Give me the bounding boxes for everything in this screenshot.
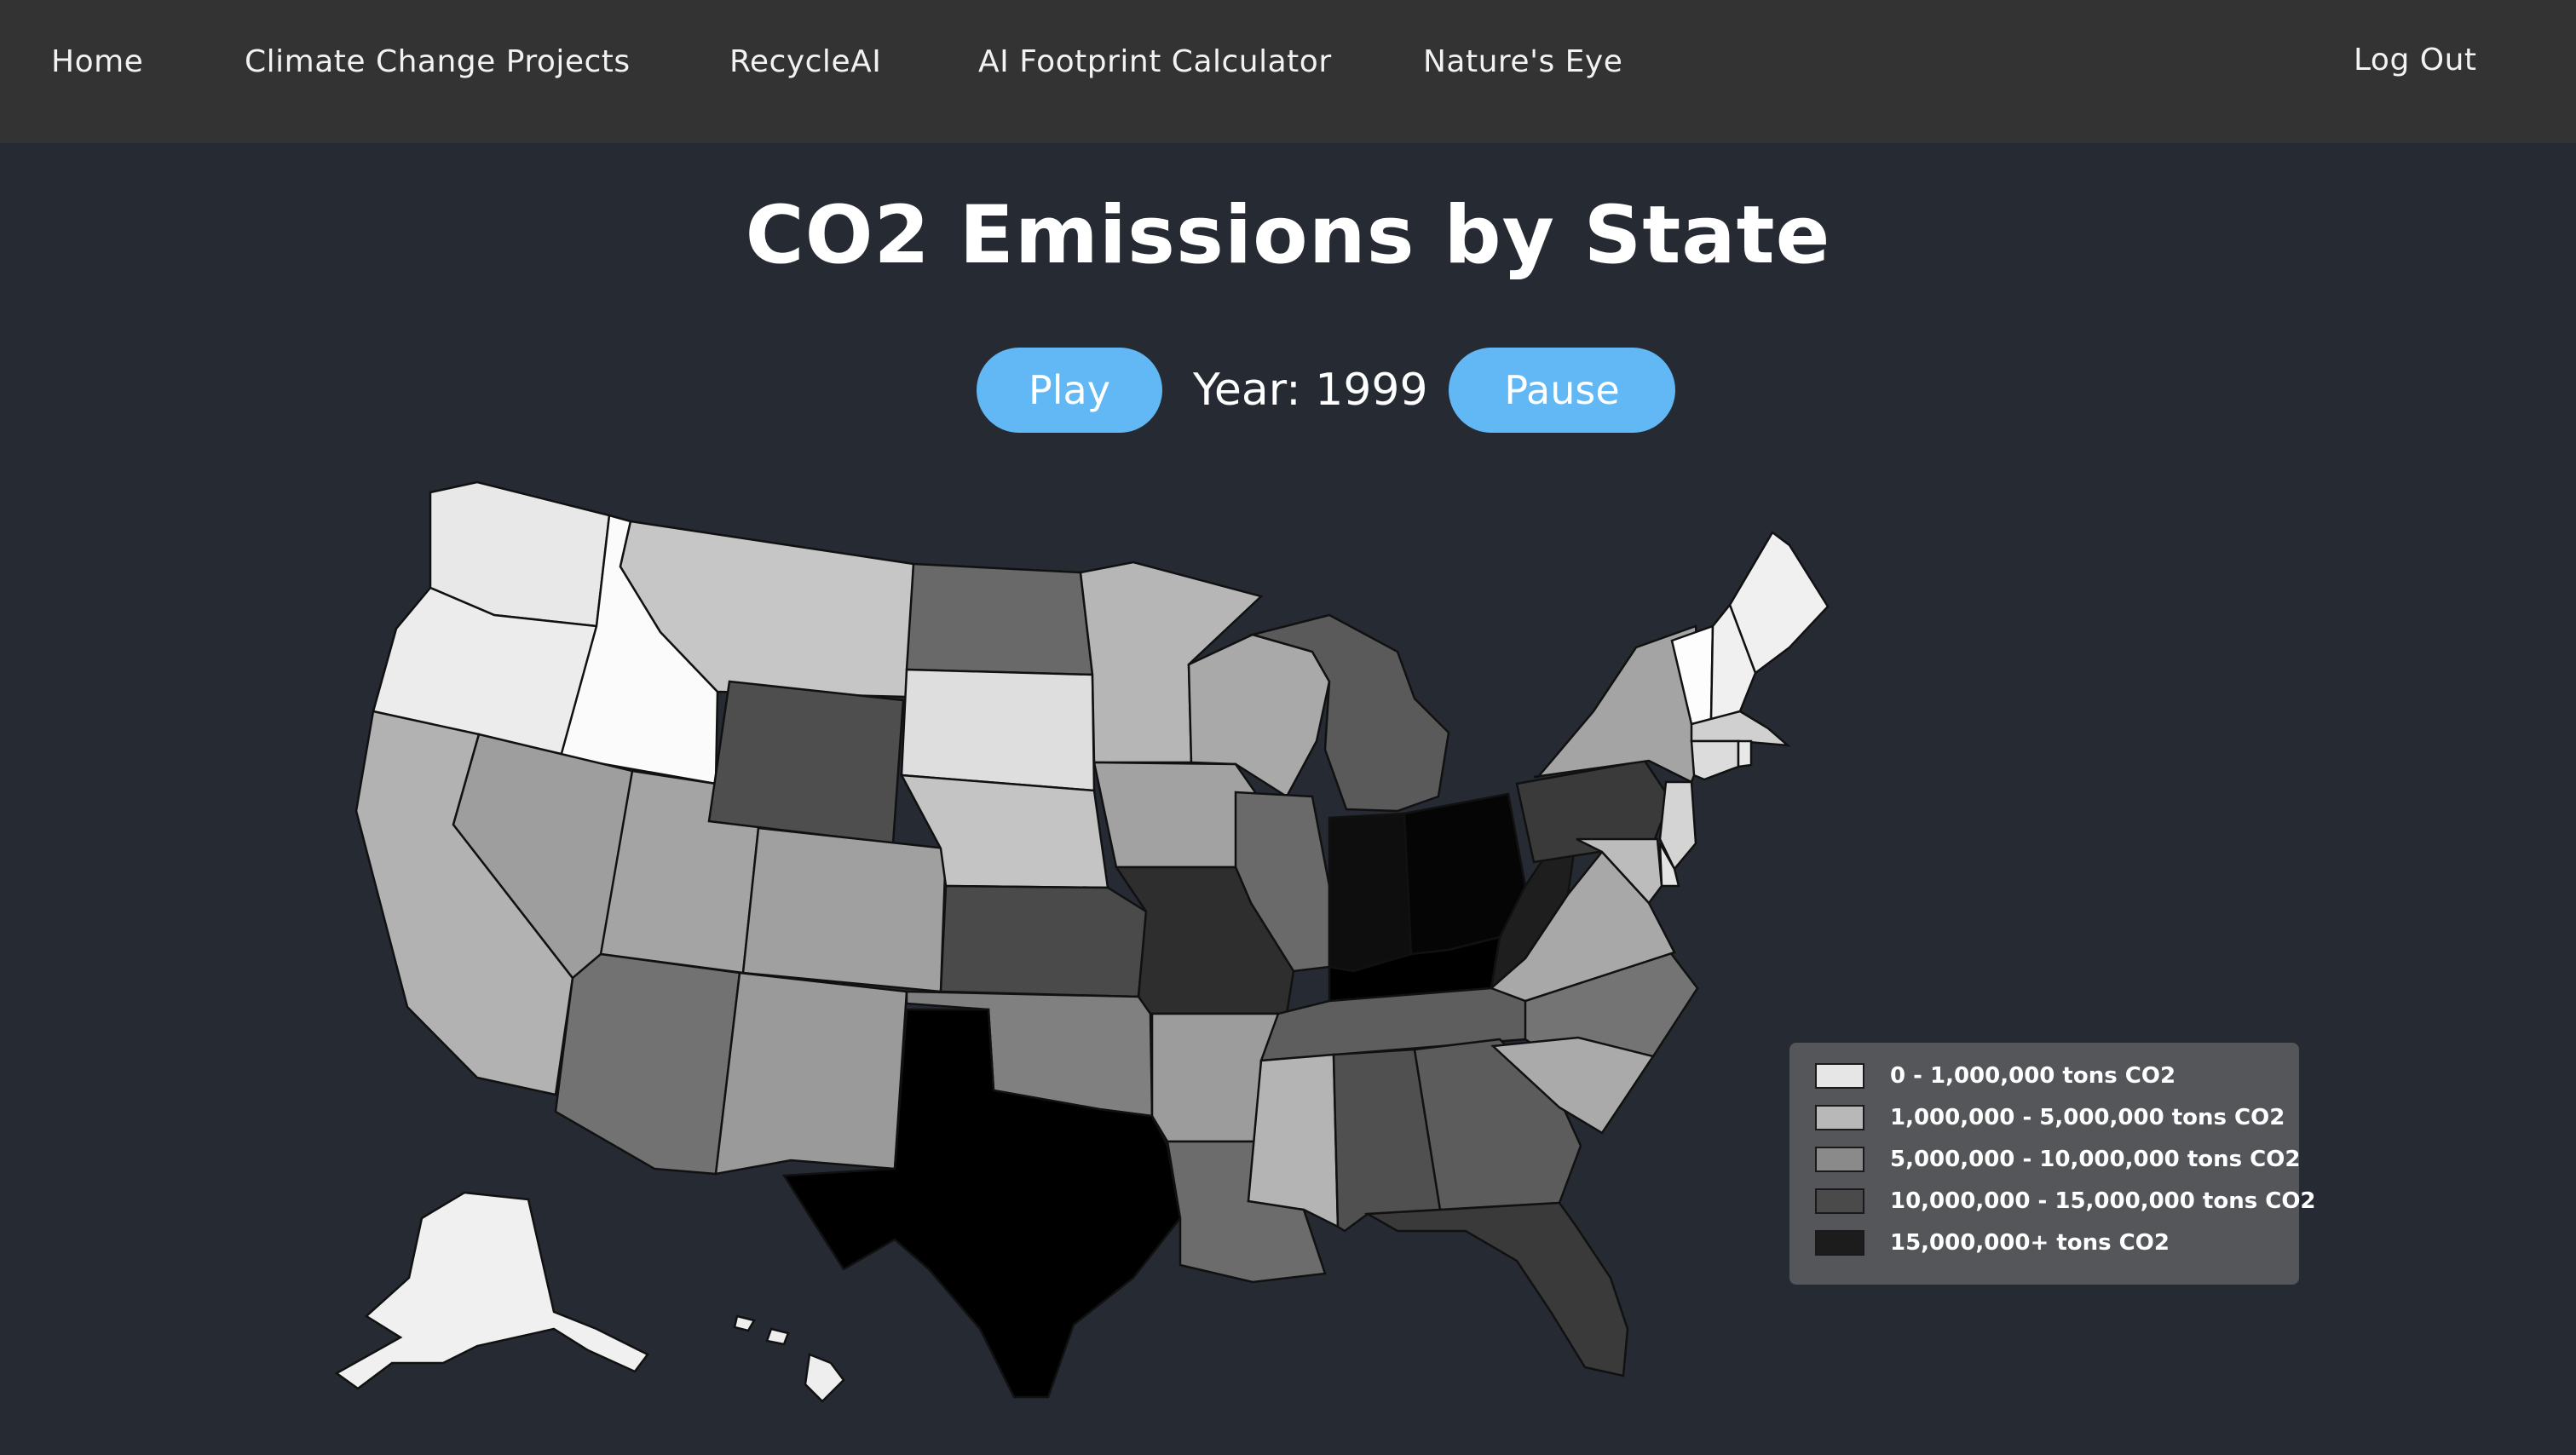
state-indiana[interactable]	[1328, 812, 1413, 973]
legend-label: 1,000,000 - 5,000,000 tons CO2	[1890, 1105, 2285, 1130]
state-arizona[interactable]	[554, 952, 741, 1176]
state-hawaii-island-small-1[interactable]	[733, 1314, 756, 1332]
state-south-dakota[interactable]	[900, 668, 1096, 792]
page-title: CO2 Emissions by State	[745, 189, 1831, 282]
legend-swatch	[1815, 1147, 1864, 1172]
state-new-jersey[interactable]	[1658, 780, 1697, 871]
legend-swatch	[1815, 1105, 1864, 1130]
state-mississippi[interactable]	[1247, 1053, 1340, 1229]
state-new-hampshire[interactable]	[1709, 602, 1757, 722]
nav-home-link[interactable]: Home	[51, 44, 144, 79]
legend-label: 5,000,000 - 10,000,000 tons CO2	[1890, 1147, 2301, 1172]
legend-item: 10,000,000 - 15,000,000 tons CO2	[1815, 1187, 2316, 1216]
state-hawaii[interactable]	[804, 1353, 845, 1403]
legend-label: 10,000,000 - 15,000,000 tons CO2	[1890, 1188, 2316, 1214]
legend-label: 0 - 1,000,000 tons CO2	[1890, 1063, 2176, 1089]
nav-recycleai-link[interactable]: RecycleAI	[729, 44, 882, 79]
state-florida[interactable]	[1363, 1201, 1629, 1377]
state-new-mexico[interactable]	[714, 971, 908, 1176]
legend-swatch	[1815, 1063, 1864, 1089]
state-connecticut[interactable]	[1690, 739, 1740, 781]
legend-swatch	[1815, 1230, 1864, 1256]
state-alaska[interactable]	[334, 1191, 649, 1390]
state-kansas[interactable]	[939, 884, 1148, 998]
state-rhode-island[interactable]	[1737, 739, 1753, 768]
state-michigan[interactable]	[1248, 613, 1450, 813]
logout-link[interactable]: Log Out	[2354, 43, 2477, 78]
legend-swatch	[1815, 1188, 1864, 1214]
nav-natures-eye-link[interactable]: Nature's Eye	[1423, 44, 1623, 79]
state-hawaii-island-small-2[interactable]	[765, 1327, 790, 1346]
legend-item: 0 - 1,000,000 tons CO2	[1815, 1061, 2175, 1090]
legend-item: 1,000,000 - 5,000,000 tons CO2	[1815, 1103, 2285, 1132]
state-south-carolina[interactable]	[1490, 1036, 1656, 1135]
state-texas[interactable]	[781, 1008, 1182, 1399]
state-colorado[interactable]	[741, 826, 948, 993]
top-navbar: Home Climate Change Projects RecycleAI A…	[0, 0, 2576, 143]
pause-button[interactable]: Pause	[1449, 348, 1675, 433]
legend-item: 15,000,000+ tons CO2	[1815, 1228, 2170, 1257]
year-label: Year: 1999	[1193, 365, 1428, 416]
state-maryland[interactable]	[1576, 837, 1663, 905]
play-button[interactable]: Play	[977, 348, 1162, 433]
legend-item: 5,000,000 - 10,000,000 tons CO2	[1815, 1145, 2300, 1174]
map-legend: 0 - 1,000,000 tons CO2 1,000,000 - 5,000…	[1789, 1043, 2316, 1285]
state-wyoming[interactable]	[707, 680, 905, 845]
legend-label: 15,000,000+ tons CO2	[1890, 1230, 2170, 1256]
nav-footprint-calculator-link[interactable]: AI Footprint Calculator	[978, 44, 1332, 79]
playback-controls: Play Year: 1999 Pause	[0, 348, 2576, 434]
nav-climate-projects-link[interactable]: Climate Change Projects	[245, 44, 631, 79]
state-north-dakota[interactable]	[905, 562, 1094, 676]
